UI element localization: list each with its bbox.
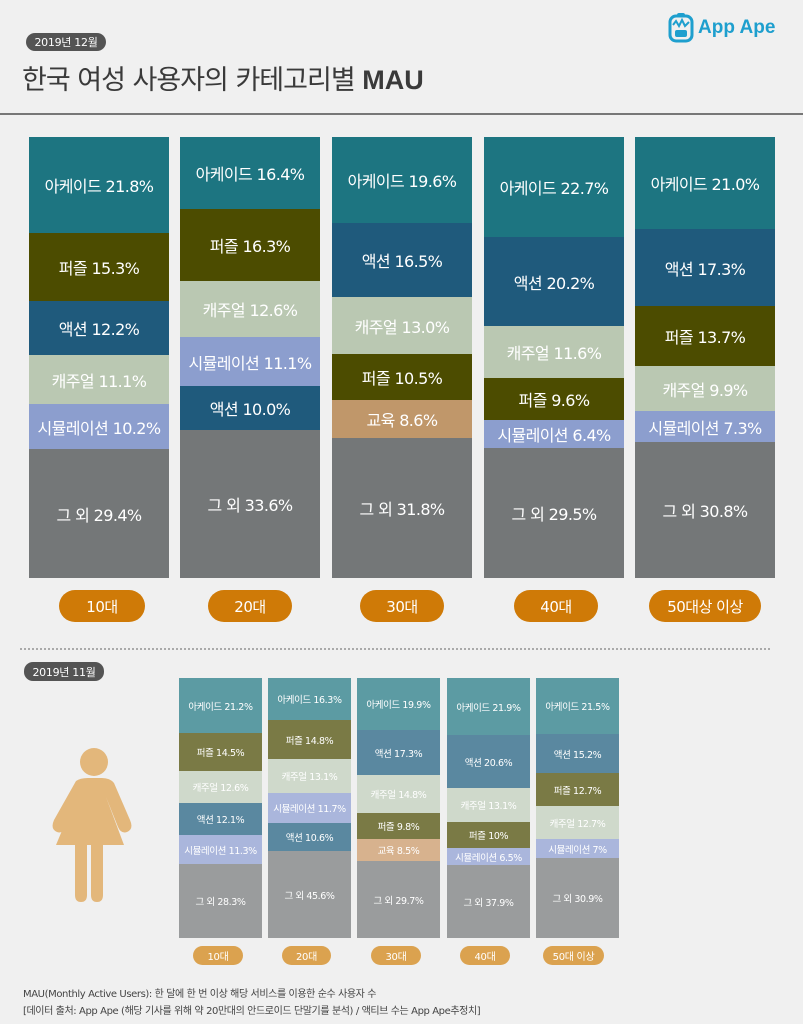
age-group-label: 40대 — [460, 946, 510, 965]
bar-segment-arcade: 아케이드 21.9% — [447, 678, 530, 735]
bar-segment-simulation: 시뮬레이션 7% — [536, 839, 619, 858]
ape-face-icon — [668, 13, 694, 43]
bar-segment-casual: 캐주얼 13.0% — [332, 297, 472, 354]
bar-segment-casual: 캐주얼 11.1% — [29, 355, 169, 404]
age-group-label: 10대 — [59, 590, 145, 622]
bar-segment-casual: 캐주얼 12.6% — [180, 281, 320, 337]
age-group-label: 20대 — [208, 590, 292, 622]
bar-segment-other: 그 외 37.9% — [447, 865, 530, 938]
stacked-bar-4: 아케이드 22.7% 액션 20.2% 캐주얼 11.6% 퍼즐 9.6% 시뮬레이션 … — [484, 137, 624, 578]
bar-segment-puzzle: 퍼즐 12.7% — [536, 773, 619, 806]
bar-segment-puzzle: 퍼즐 9.8% — [357, 813, 440, 839]
age-group-label: 50대 이상 — [543, 946, 604, 965]
bar-segment-arcade: 아케이드 16.3% — [268, 678, 351, 720]
stacked-bar-4: 아케이드 21.9% 액션 20.6% 캐주얼 13.1% 퍼즐 10% 시뮬레이션 6… — [447, 678, 530, 938]
stacked-bar-2: 아케이드 16.4% 퍼즐 16.3% 캐주얼 12.6% 시뮬레이션 11.1% 액션… — [180, 137, 320, 578]
bar-segment-action: 액션 15.2% — [536, 734, 619, 773]
bar-segment-arcade: 아케이드 21.2% — [179, 678, 262, 733]
app-ape-logo: App Ape — [668, 13, 775, 43]
bar-segment-arcade: 아케이드 21.5% — [536, 678, 619, 734]
bar-segment-other: 그 외 45.6% — [268, 851, 351, 938]
bar-segment-other: 그 외 30.9% — [536, 858, 619, 938]
age-group-label: 20대 — [282, 946, 331, 965]
date-badge: 2019년 12월 — [26, 33, 106, 51]
bar-segment-casual: 캐주얼 13.1% — [447, 788, 530, 822]
stacked-bar-1: 아케이드 21.2% 퍼즐 14.5% 캐주얼 12.6% 액션 12.1% 시뮬레이션… — [179, 678, 262, 938]
bar-segment-arcade: 아케이드 19.6% — [332, 137, 472, 223]
bar-segment-other: 그 외 30.8% — [635, 442, 775, 578]
bar-segment-simulation: 시뮬레이션 11.3% — [179, 835, 262, 864]
bar-segment-action: 액션 17.3% — [635, 229, 775, 306]
bar-segment-simulation: 시뮬레이션 6.4% — [484, 420, 624, 448]
bar-segment-arcade: 아케이드 21.0% — [635, 137, 775, 229]
bar-segment-action: 액션 16.5% — [332, 223, 472, 297]
stacked-bar-3: 아케이드 19.6% 액션 16.5% 캐주얼 13.0% 퍼즐 10.5% 교육 8.… — [332, 137, 472, 578]
bar-segment-simulation: 시뮬레이션 11.7% — [268, 793, 351, 823]
stacked-bar-3: 아케이드 19.9% 액션 17.3% 캐주얼 14.8% 퍼즐 9.8% 교육 8.5… — [357, 678, 440, 938]
bar-segment-other: 그 외 29.5% — [484, 448, 624, 578]
header-divider — [0, 113, 803, 115]
age-group-label: 30대 — [360, 590, 444, 622]
age-group-label: 30대 — [371, 946, 421, 965]
bar-segment-other: 그 외 29.7% — [357, 861, 440, 938]
bar-segment-action: 액션 12.2% — [29, 301, 169, 355]
bar-segment-action: 액션 20.6% — [447, 735, 530, 788]
age-group-label: 40대 — [514, 590, 598, 622]
stacked-bar-1: 아케이드 21.8% 퍼즐 15.3% 액션 12.2% 캐주얼 11.1% 시뮬레이션… — [29, 137, 169, 578]
logo-text: App Ape — [698, 17, 776, 38]
bar-segment-casual: 캐주얼 14.8% — [357, 775, 440, 813]
section-divider — [20, 648, 770, 650]
bar-segment-puzzle: 퍼즐 10.5% — [332, 354, 472, 400]
bar-segment-arcade: 아케이드 21.8% — [29, 137, 169, 233]
bar-segment-other: 그 외 31.8% — [332, 438, 472, 578]
stacked-bar-5: 아케이드 21.5% 액션 15.2% 퍼즐 12.7% 캐주얼 12.7% 시뮬레이션… — [536, 678, 619, 938]
age-group-label: 50대상 이상 — [649, 590, 761, 622]
footer-definition: MAU(Monthly Active Users): 한 달에 한 번 이상 해… — [23, 989, 377, 1000]
bar-segment-puzzle: 퍼즐 14.8% — [268, 720, 351, 759]
stacked-bar-5: 아케이드 21.0% 액션 17.3% 퍼즐 13.7% 캐주얼 9.9% 시뮬레이션 … — [635, 137, 775, 578]
bar-segment-other: 그 외 28.3% — [179, 864, 262, 938]
bar-segment-simulation: 시뮬레이션 6.5% — [447, 848, 530, 865]
bar-segment-action: 액션 10.0% — [180, 386, 320, 430]
bar-segment-education: 교육 8.6% — [332, 400, 472, 438]
page-title: 한국 여성 사용자의 카테고리별 MAU — [22, 58, 424, 97]
bar-segment-puzzle: 퍼즐 13.7% — [635, 306, 775, 366]
bar-segment-action: 액션 12.1% — [179, 803, 262, 835]
bar-segment-puzzle: 퍼즐 16.3% — [180, 209, 320, 281]
title-text: 한국 여성 사용자의 카테고리별 — [22, 65, 356, 96]
bar-segment-other: 그 외 29.4% — [29, 449, 169, 578]
bar-segment-simulation: 시뮬레이션 10.2% — [29, 404, 169, 449]
bar-segment-action: 액션 20.2% — [484, 237, 624, 326]
bar-segment-puzzle: 퍼즐 10% — [447, 822, 530, 848]
bar-segment-puzzle: 퍼즐 14.5% — [179, 733, 262, 771]
bar-segment-casual: 캐주얼 12.7% — [536, 806, 619, 839]
bar-segment-puzzle: 퍼즐 15.3% — [29, 233, 169, 301]
bar-segment-action: 액션 17.3% — [357, 730, 440, 775]
bar-segment-casual: 캐주얼 12.6% — [179, 771, 262, 803]
footer-source: [데이터 출처: App Ape (해당 기사를 위해 약 20만대의 안드로이… — [23, 1006, 481, 1017]
woman-figure-icon — [52, 748, 132, 902]
bar-segment-simulation: 시뮬레이션 11.1% — [180, 337, 320, 386]
bar-segment-other: 그 외 33.6% — [180, 430, 320, 578]
bar-segment-arcade: 아케이드 19.9% — [357, 678, 440, 730]
age-group-label: 10대 — [193, 946, 243, 965]
bar-segment-education: 교육 8.5% — [357, 839, 440, 861]
bar-segment-casual: 캐주얼 11.6% — [484, 326, 624, 378]
bar-segment-simulation: 시뮬레이션 7.3% — [635, 411, 775, 442]
bar-segment-puzzle: 퍼즐 9.6% — [484, 378, 624, 420]
title-metric: MAU — [362, 65, 424, 95]
bar-segment-action: 액션 10.6% — [268, 823, 351, 851]
date-badge-november: 2019년 11월 — [24, 662, 104, 681]
bar-segment-arcade: 아케이드 22.7% — [484, 137, 624, 237]
bar-segment-casual: 캐주얼 13.1% — [268, 759, 351, 793]
bar-segment-arcade: 아케이드 16.4% — [180, 137, 320, 209]
bar-segment-casual: 캐주얼 9.9% — [635, 366, 775, 411]
stacked-bar-2: 아케이드 16.3% 퍼즐 14.8% 캐주얼 13.1% 시뮬레이션 11.7% 액션… — [268, 678, 351, 938]
